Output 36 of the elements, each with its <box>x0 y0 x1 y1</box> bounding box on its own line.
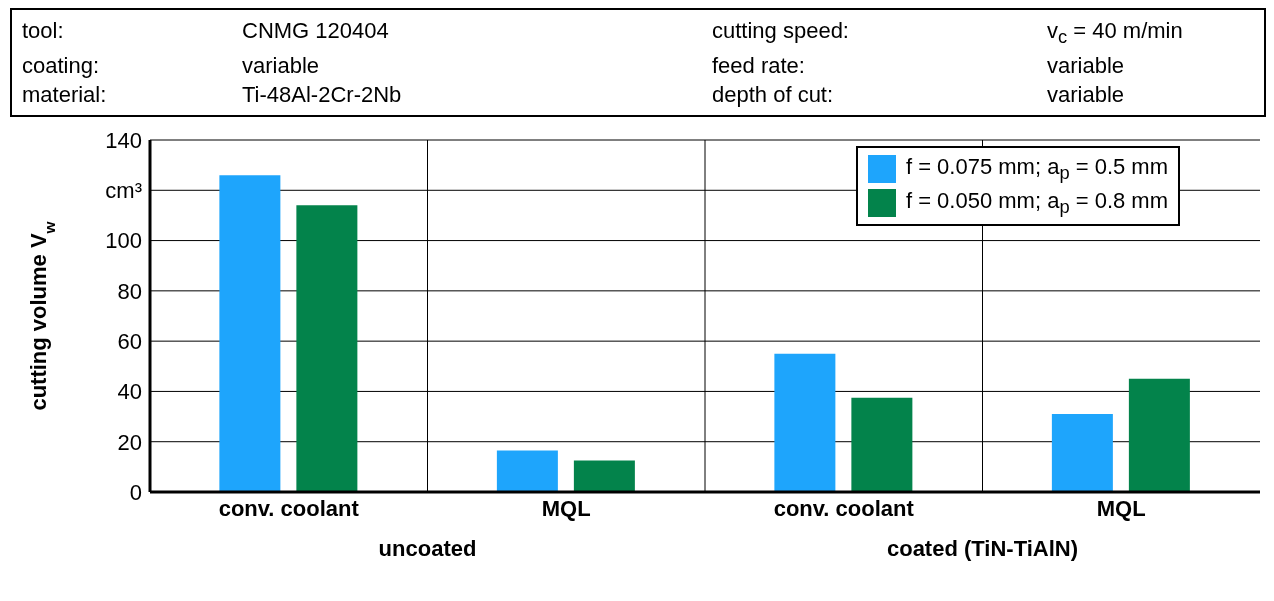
y-tick-label: 0 <box>129 480 142 506</box>
y-tick-label: 80 <box>117 279 142 305</box>
x-tick-label: MQL <box>541 496 591 522</box>
legend-label: f = 0.075 mm; a$_{p}$ = 0.5 mm <box>905 154 1168 185</box>
y-tick-label: 40 <box>117 379 142 405</box>
bar <box>851 398 913 493</box>
bar <box>1128 379 1190 493</box>
x-tick-label: MQL <box>1096 496 1146 522</box>
x-tick-label: conv. coolant <box>218 496 360 522</box>
text: Ti-48Al-2Cr-2Nb <box>242 81 403 110</box>
text: variable <box>1047 52 1126 81</box>
legend-label: f = 0.050 mm; a$_{p}$ = 0.8 mm <box>905 188 1168 219</box>
text: tool: <box>22 17 65 45</box>
bar <box>496 450 558 493</box>
text: CNMG 120404 <box>242 17 390 45</box>
y-tick-label: 100 <box>105 228 142 254</box>
text: variable <box>1047 81 1126 110</box>
y-tick-label: 60 <box>117 329 142 355</box>
y-tick-label: cm³ <box>105 178 142 204</box>
bar <box>1051 414 1113 493</box>
bar <box>573 460 635 493</box>
bar <box>219 175 281 493</box>
x-tick-label: conv. coolant <box>773 496 915 522</box>
text: material: <box>22 81 108 110</box>
text: v$_{c}$ = 40 m/min <box>1047 17 1184 50</box>
text: cutting speed: <box>712 17 850 45</box>
text: feed rate: <box>712 52 806 81</box>
text: coated (TiN-TiAlN) <box>885 536 1080 563</box>
text: coating: <box>22 52 101 81</box>
text: uncoated <box>377 536 478 563</box>
y-tick-label: 140 <box>105 128 142 154</box>
y-tick-label: 20 <box>117 429 142 455</box>
text: depth of cut: <box>712 81 835 110</box>
bar <box>774 354 836 493</box>
bar <box>296 205 358 493</box>
text: variable <box>242 52 321 81</box>
